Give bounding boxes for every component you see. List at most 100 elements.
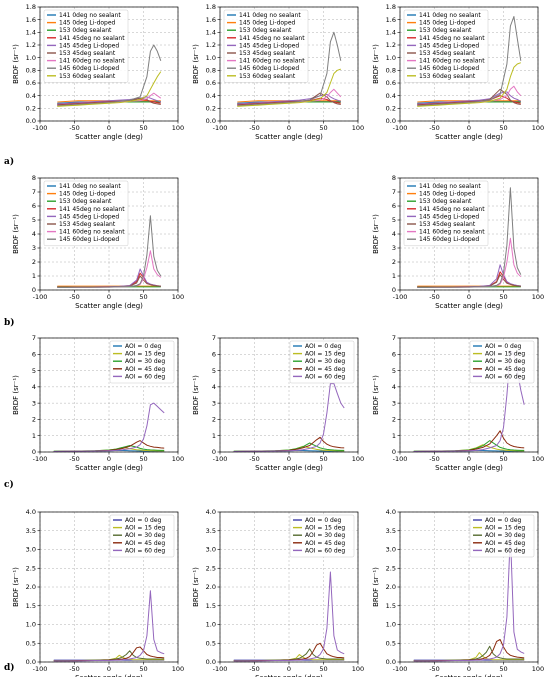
legend-label: AOI = 0 deg (305, 343, 342, 350)
y-tick-label: 0.2 (206, 105, 216, 113)
x-tick-label: 0 (107, 293, 111, 301)
y-tick-label: 2 (32, 258, 36, 266)
x-tick-label: -50 (429, 455, 440, 463)
x-tick-label: 0 (107, 455, 111, 463)
y-tick-label: 4.0 (26, 508, 36, 516)
legend-label: 141 45deg no sealant (59, 206, 125, 213)
y-tick-label: 2.5 (26, 564, 36, 572)
row-label-c: c) (4, 480, 14, 490)
y-tick-label: 3 (32, 399, 36, 407)
y-tick-label: 5 (32, 367, 36, 375)
y-tick-label: 0.5 (386, 639, 396, 647)
y-tick-label: 5 (212, 367, 216, 375)
y-tick-label: 8 (32, 174, 36, 182)
legend-label: 153 0deg sealant (419, 27, 472, 34)
y-tick-label: 3.5 (26, 527, 36, 535)
x-tick-label: 50 (319, 455, 327, 463)
legend-label: AOI = 60 deg (305, 547, 345, 554)
y-tick-label: 1.6 (386, 16, 396, 24)
x-tick-label: 100 (352, 124, 364, 132)
x-tick-label: 50 (139, 293, 147, 301)
legend-label: 141 0deg no sealant (59, 12, 121, 19)
y-tick-label: 0.8 (386, 67, 396, 75)
legend-label: 153 0deg sealant (419, 198, 472, 205)
x-tick-label: 100 (172, 665, 184, 673)
x-tick-label: 100 (352, 665, 364, 673)
x-tick-label: 100 (172, 293, 184, 301)
y-tick-label: 1.0 (206, 54, 216, 62)
y-tick-label: 1 (212, 432, 216, 440)
legend-label: AOI = 0 deg (485, 517, 522, 524)
y-tick-label: 2.0 (206, 583, 216, 591)
legend-label: AOI = 30 deg (485, 532, 525, 539)
y-tick-label: 0.8 (26, 67, 36, 75)
y-tick-label: 4 (32, 383, 36, 391)
y-tick-label: 6 (392, 350, 396, 358)
legend-label: 145 0deg Li-doped (239, 20, 296, 27)
y-axis-label: BRDF (sr⁻¹) (372, 375, 380, 415)
y-tick-label: 0 (212, 448, 216, 456)
x-tick-label: 0 (467, 124, 471, 132)
legend-label: AOI = 45 deg (125, 366, 165, 373)
y-tick-label: 3.0 (386, 546, 396, 554)
legend-label: AOI = 30 deg (305, 532, 345, 539)
legend-label: 141 0deg no sealant (239, 12, 301, 19)
y-axis-label: BRDF (sr⁻¹) (372, 214, 380, 254)
y-tick-label: 2.5 (206, 564, 216, 572)
legend-label: 145 45deg Li-doped (419, 213, 479, 220)
y-tick-label: 3.5 (206, 527, 216, 535)
x-tick-label: 100 (532, 293, 544, 301)
y-tick-label: 3 (392, 244, 396, 252)
y-axis-label: BRDF (sr⁻¹) (12, 44, 20, 84)
legend-label: AOI = 15 deg (485, 351, 525, 358)
y-tick-label: 0.5 (206, 639, 216, 647)
legend-label: 141 45deg no sealant (59, 35, 125, 42)
y-tick-label: 0 (32, 448, 36, 456)
y-tick-label: 1.0 (386, 54, 396, 62)
legend-label: 141 45deg no sealant (239, 35, 305, 42)
y-tick-label: 2 (32, 416, 36, 424)
y-tick-label: 0.8 (206, 67, 216, 75)
legend-label: 153 45deg sealant (59, 50, 116, 57)
y-axis-label: BRDF (sr⁻¹) (372, 567, 380, 607)
x-tick-label: 0 (467, 455, 471, 463)
legend-label: AOI = 60 deg (485, 373, 525, 380)
x-tick-label: -50 (429, 124, 440, 132)
x-tick-label: 100 (532, 665, 544, 673)
y-tick-label: 4 (392, 230, 396, 238)
y-tick-label: 1 (392, 432, 396, 440)
legend-label: 153 45deg sealant (59, 221, 116, 228)
legend-label: AOI = 30 deg (125, 532, 165, 539)
legend-label: AOI = 45 deg (305, 366, 345, 373)
x-tick-label: 50 (139, 665, 147, 673)
y-tick-label: 1 (32, 432, 36, 440)
y-tick-label: 1.4 (26, 29, 36, 37)
x-tick-label: 0 (107, 665, 111, 673)
y-tick-label: 1.8 (26, 3, 36, 11)
y-tick-label: 3.5 (386, 527, 396, 535)
legend-label: 141 0deg no sealant (419, 183, 481, 190)
legend-label: AOI = 15 deg (125, 351, 165, 358)
y-tick-label: 0.6 (206, 79, 216, 87)
x-axis-label: Scatter angle (deg) (75, 464, 143, 472)
legend-label: 141 60deg no sealant (239, 58, 305, 65)
y-tick-label: 0.0 (386, 117, 396, 125)
legend-label: 145 60deg Li-doped (419, 236, 479, 243)
legend-label: 153 60deg sealant (239, 73, 296, 80)
y-tick-label: 8 (392, 174, 396, 182)
y-tick-label: 0.2 (386, 105, 396, 113)
y-tick-label: 0.0 (26, 658, 36, 666)
x-tick-label: -50 (429, 665, 440, 673)
y-axis-label: BRDF (sr⁻¹) (12, 375, 20, 415)
y-tick-label: 3 (212, 399, 216, 407)
legend-label: 153 45deg sealant (419, 50, 476, 57)
